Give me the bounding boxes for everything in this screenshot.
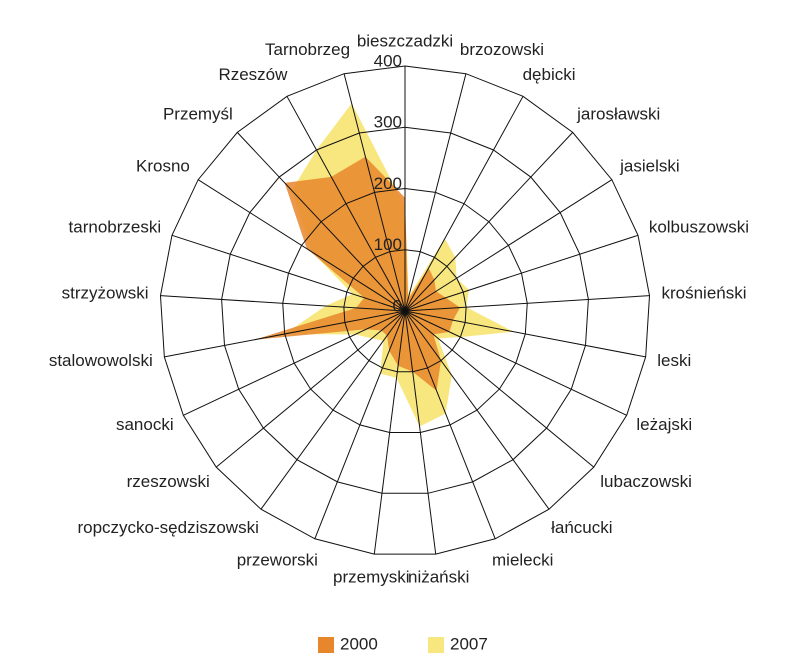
spoke bbox=[404, 310, 437, 555]
category-label: mielecki bbox=[492, 551, 553, 570]
legend-label: 2007 bbox=[450, 634, 488, 653]
category-label: leżajski bbox=[636, 415, 692, 434]
spoke bbox=[404, 310, 646, 358]
grid-ring bbox=[221, 126, 589, 494]
spoke bbox=[183, 310, 406, 416]
spoke bbox=[404, 73, 467, 312]
legend-swatch bbox=[428, 637, 444, 653]
category-label: tarnobrzeski bbox=[69, 217, 162, 236]
spoke bbox=[404, 295, 650, 312]
category-label: Krosno bbox=[136, 156, 190, 175]
category-label: niżański bbox=[408, 567, 469, 586]
y-tick-label: 400 bbox=[374, 51, 402, 70]
spoke bbox=[343, 73, 406, 312]
category-label: rzeszowski bbox=[127, 472, 210, 491]
category-label: stalowowolski bbox=[49, 351, 153, 370]
spoke bbox=[404, 310, 550, 510]
category-label: lubaczowski bbox=[600, 472, 692, 491]
spoke bbox=[164, 310, 406, 358]
spoke bbox=[404, 310, 595, 468]
category-label: łańcucki bbox=[551, 518, 612, 537]
spoke bbox=[260, 310, 406, 510]
grid-ring bbox=[159, 65, 651, 555]
grid-ring bbox=[343, 249, 467, 373]
grid-ring bbox=[282, 187, 528, 434]
spoke bbox=[404, 132, 574, 312]
spoke bbox=[160, 295, 406, 312]
category-label: ropczycko-sędziszowski bbox=[77, 518, 258, 537]
y-tick-label: 0 bbox=[393, 296, 402, 315]
y-tick-label: 100 bbox=[374, 235, 402, 254]
category-label: bieszczadzki bbox=[357, 31, 453, 50]
category-label: leski bbox=[657, 351, 691, 370]
category-label: strzyżowski bbox=[62, 284, 149, 303]
spoke bbox=[314, 310, 406, 539]
spoke bbox=[373, 310, 406, 555]
spoke bbox=[286, 96, 406, 312]
y-tick-label: 300 bbox=[374, 113, 402, 132]
category-label: Rzeszów bbox=[218, 65, 288, 84]
y-tick-label: 200 bbox=[374, 174, 402, 193]
category-label: przeworski bbox=[237, 551, 318, 570]
category-label: dębicki bbox=[523, 65, 576, 84]
category-label: jasielski bbox=[619, 156, 680, 175]
spoke bbox=[404, 234, 639, 312]
spoke bbox=[404, 310, 496, 539]
spoke bbox=[236, 132, 406, 312]
category-label: jarosławski bbox=[576, 104, 660, 123]
spoke bbox=[404, 96, 524, 312]
legend-label: 2000 bbox=[340, 634, 378, 653]
spoke bbox=[404, 310, 627, 416]
category-label: przemyski bbox=[333, 567, 410, 586]
spoke bbox=[171, 234, 406, 312]
category-label: kolbuszowski bbox=[649, 217, 749, 236]
spoke bbox=[404, 179, 613, 312]
spoke bbox=[215, 310, 406, 468]
spoke bbox=[197, 179, 406, 312]
legend-swatch bbox=[318, 637, 334, 653]
category-label: Przemyśl bbox=[163, 104, 233, 123]
category-label: Tarnobrzeg bbox=[265, 40, 350, 59]
category-label: brzozowski bbox=[460, 40, 544, 59]
category-label: sanocki bbox=[116, 415, 174, 434]
category-label: krośnieński bbox=[661, 284, 746, 303]
